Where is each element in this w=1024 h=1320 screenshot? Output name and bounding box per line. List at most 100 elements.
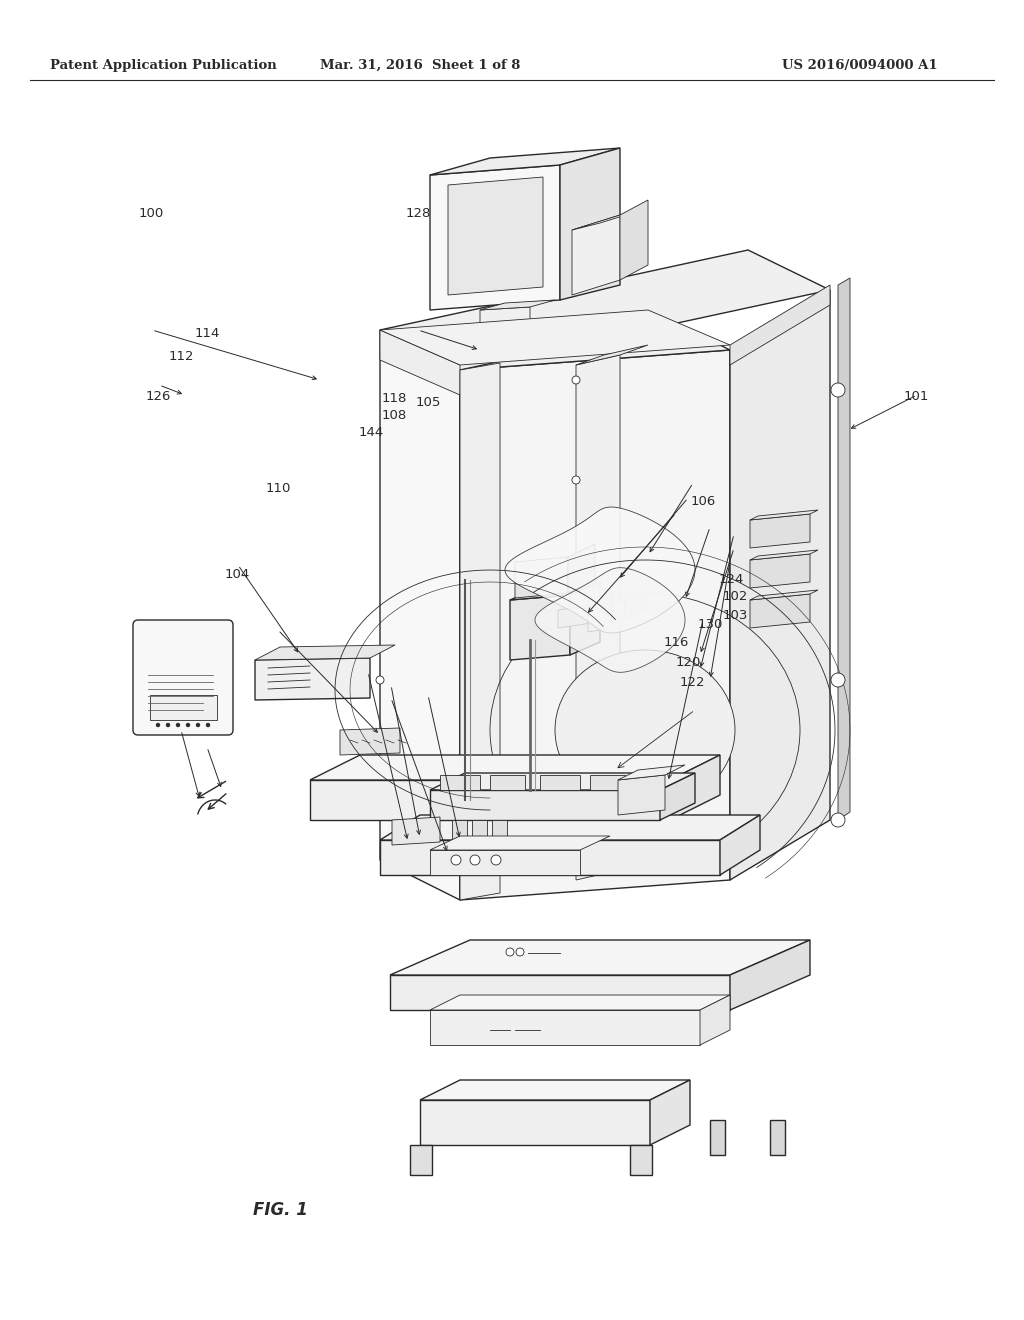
Circle shape [196,723,200,727]
Circle shape [206,723,210,727]
Polygon shape [380,330,460,395]
Polygon shape [670,755,720,820]
Text: 118: 118 [382,392,407,405]
Polygon shape [430,995,730,1010]
Polygon shape [440,775,480,789]
Text: 122: 122 [680,676,705,689]
Polygon shape [570,582,600,655]
Polygon shape [730,940,810,1010]
Polygon shape [472,820,487,840]
Circle shape [506,948,514,956]
Circle shape [156,723,160,727]
Polygon shape [510,582,600,601]
Polygon shape [750,510,818,520]
Polygon shape [390,975,730,1010]
Circle shape [831,813,845,828]
Polygon shape [380,249,830,370]
Polygon shape [838,279,850,820]
Polygon shape [430,148,620,176]
Polygon shape [430,774,695,789]
Text: Patent Application Publication: Patent Application Publication [50,58,276,71]
Circle shape [166,723,170,727]
Polygon shape [430,850,580,875]
Circle shape [572,477,580,484]
Polygon shape [590,775,625,789]
Polygon shape [750,590,818,601]
Circle shape [831,673,845,686]
Polygon shape [625,590,648,618]
Polygon shape [730,290,830,880]
Polygon shape [560,148,620,300]
Polygon shape [340,729,400,755]
Circle shape [516,948,524,956]
Polygon shape [150,696,217,719]
Polygon shape [452,820,467,840]
FancyBboxPatch shape [133,620,233,735]
Polygon shape [710,1119,725,1155]
Polygon shape [572,209,648,230]
Polygon shape [380,310,730,370]
Text: 110: 110 [266,482,291,495]
Polygon shape [510,595,570,660]
Polygon shape [618,775,665,814]
Circle shape [572,376,580,384]
Polygon shape [650,1080,690,1144]
Polygon shape [380,814,760,840]
Text: 104: 104 [225,568,250,581]
Polygon shape [750,513,810,548]
Text: 130: 130 [698,618,723,631]
Polygon shape [568,544,595,593]
Polygon shape [535,568,685,672]
Text: 108: 108 [382,409,407,422]
Polygon shape [430,836,610,850]
Polygon shape [430,165,560,310]
Text: 126: 126 [146,389,171,403]
Polygon shape [750,550,818,560]
Polygon shape [392,817,440,845]
Polygon shape [420,1100,650,1144]
Circle shape [451,855,461,865]
Polygon shape [490,775,525,789]
Polygon shape [515,557,568,598]
Polygon shape [480,308,530,341]
Polygon shape [430,789,660,820]
Text: 114: 114 [195,327,219,341]
Polygon shape [255,645,395,660]
Polygon shape [618,766,685,780]
Text: 128: 128 [406,207,430,220]
Polygon shape [700,995,730,1045]
Text: 120: 120 [676,656,700,669]
Polygon shape [770,1119,785,1155]
Text: US 2016/0094000 A1: US 2016/0094000 A1 [782,58,938,71]
Polygon shape [730,285,830,366]
Polygon shape [572,215,620,294]
Text: 103: 103 [723,609,748,622]
Text: 102: 102 [723,590,748,603]
Circle shape [376,676,384,684]
Polygon shape [620,201,648,280]
Polygon shape [310,780,670,820]
Polygon shape [505,507,695,634]
Text: FIG. 1: FIG. 1 [253,1201,307,1218]
Text: 124: 124 [719,573,743,586]
Ellipse shape [555,649,735,810]
Polygon shape [492,820,507,840]
Polygon shape [380,330,460,900]
Polygon shape [380,840,720,875]
Polygon shape [575,355,620,880]
Polygon shape [380,310,730,366]
Polygon shape [410,1144,432,1175]
Polygon shape [750,594,810,628]
Circle shape [186,723,190,727]
Text: 112: 112 [169,350,194,363]
Polygon shape [558,601,625,628]
Polygon shape [720,814,760,875]
Circle shape [490,855,501,865]
Text: 100: 100 [139,207,164,220]
Text: Mar. 31, 2016  Sheet 1 of 8: Mar. 31, 2016 Sheet 1 of 8 [319,58,520,71]
Polygon shape [460,350,730,900]
Polygon shape [449,177,543,294]
Circle shape [470,855,480,865]
Polygon shape [310,755,720,780]
Text: 116: 116 [664,636,688,649]
